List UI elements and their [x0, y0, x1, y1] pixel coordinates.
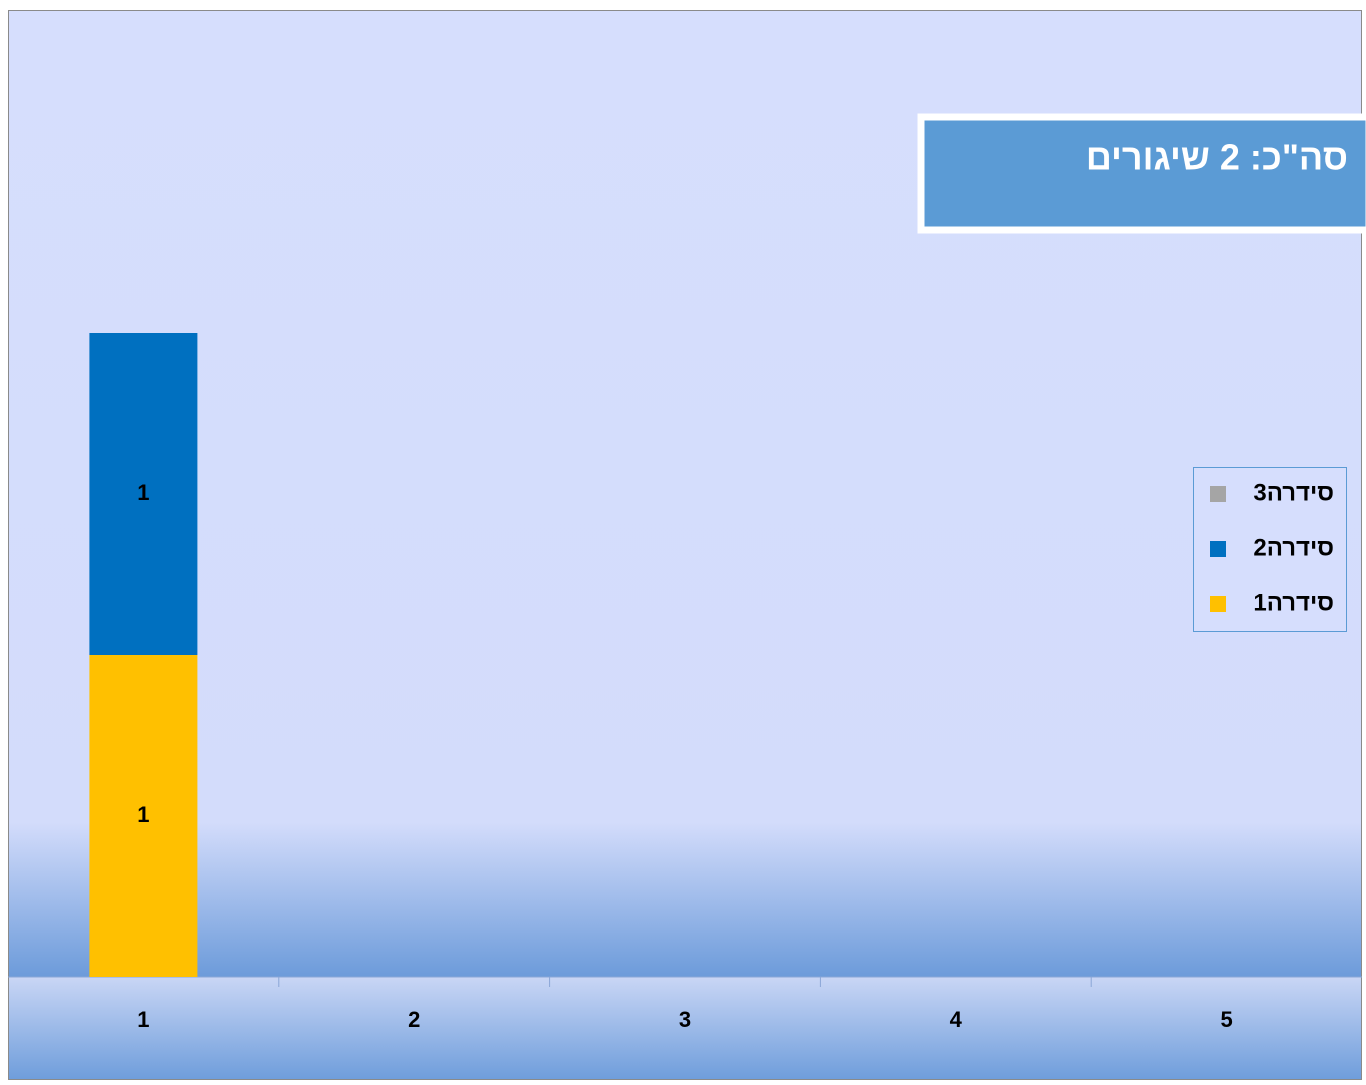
legend-label: סידרה3	[1253, 479, 1334, 506]
legend-swatch	[1210, 596, 1226, 612]
legend-label: סידרה2	[1253, 534, 1334, 561]
title-box	[917, 113, 1366, 234]
bar-segment	[89, 655, 198, 977]
data-label: 1	[137, 802, 149, 827]
legend-swatch	[1210, 541, 1226, 557]
x-tick-label: 1	[137, 1007, 149, 1032]
legend-swatch	[1210, 486, 1226, 502]
data-label: 1	[137, 480, 149, 505]
x-tick-label: 2	[408, 1007, 420, 1032]
x-tick-label: 4	[950, 1007, 963, 1032]
bar-segment	[89, 333, 198, 655]
x-axis-band	[8, 977, 1362, 1080]
chart-title: סה"כ: 2 שיגורים	[1086, 137, 1348, 178]
x-tick-label: 5	[1220, 1007, 1232, 1032]
legend-label: סידרה1	[1253, 589, 1334, 616]
x-tick-label: 3	[679, 1007, 691, 1032]
